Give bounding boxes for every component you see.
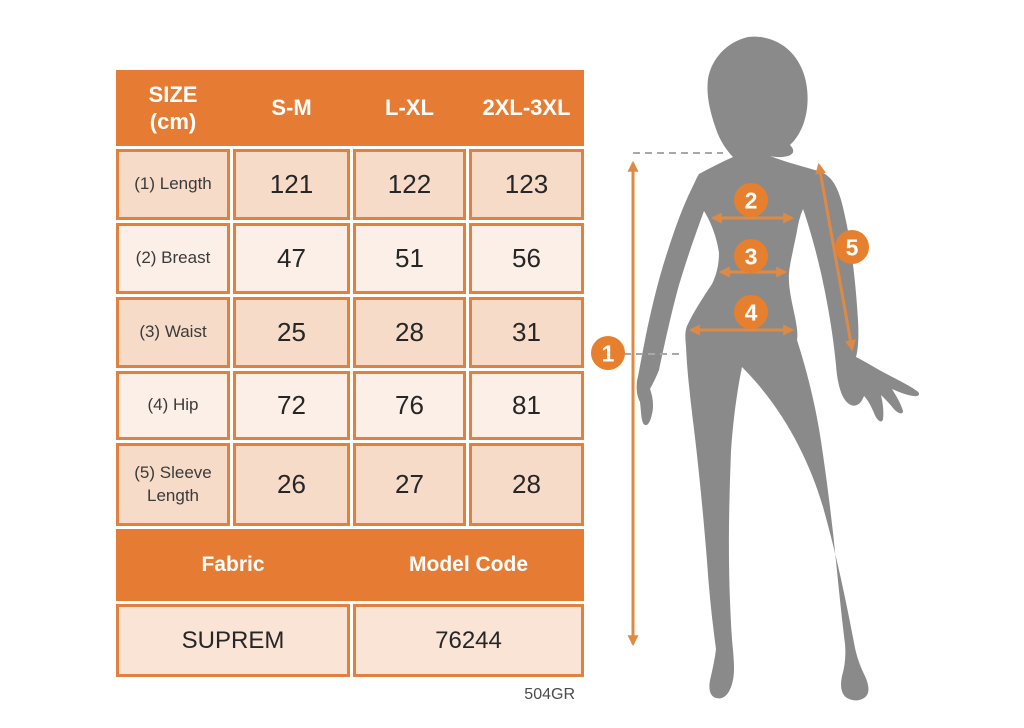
row-waist-value-lxl: 28 (353, 297, 466, 368)
row-waist-label: (3) Waist (116, 297, 230, 368)
fabric-value: SUPREM (116, 604, 350, 677)
body-silhouette (636, 36, 920, 701)
model-code-value: 76244 (353, 604, 584, 677)
sleeve-badge: 5 (835, 230, 869, 264)
header-col-l-xl: L-XL (385, 95, 434, 121)
header-size-cm: SIZE (cm) (148, 81, 198, 135)
header-col-s-m: S-M (271, 95, 312, 121)
fabric-header: Fabric (201, 553, 265, 576)
product-code: 504GR (524, 686, 575, 703)
table-header-row: SIZE (cm) S-M L-XL 2XL-3XL (116, 70, 584, 146)
row-waist-value-2xl3xl: 31 (469, 297, 584, 368)
badge-circle (734, 239, 768, 273)
hip-badge: 4 (734, 295, 768, 329)
badge-number: 2 (745, 187, 758, 213)
badge-circle (734, 183, 768, 217)
row-length-value-sm: 121 (233, 149, 350, 220)
row-sleeve-value-lxl: 27 (353, 443, 466, 526)
row-waist-value-sm: 25 (233, 297, 350, 368)
breast-badge: 2 (734, 183, 768, 217)
row-breast-value-sm: 47 (233, 223, 350, 294)
row-length-value-lxl: 122 (353, 149, 466, 220)
row-length-label: (1) Length (116, 149, 230, 220)
badge-circle (734, 295, 768, 329)
row-length-value-2xl3xl: 123 (469, 149, 584, 220)
row-hip-value-sm: 72 (233, 371, 350, 440)
badge-number: 4 (745, 299, 758, 325)
row-breast-label: (2) Breast (116, 223, 230, 294)
table-footer-header-row: Fabric Model Code (116, 529, 584, 601)
header-col-2xl-3xl: 2XL-3XL (482, 95, 571, 121)
size-table: SIZE (cm) S-M L-XL 2XL-3XL (1) Length 12… (116, 70, 584, 677)
length-badge: 1 (591, 336, 625, 370)
waist-badge: 3 (734, 239, 768, 273)
sleeve-arrow (815, 162, 856, 352)
row-hip-value-2xl3xl: 81 (469, 371, 584, 440)
badge-number: 1 (602, 340, 615, 366)
row-breast-value-2xl3xl: 56 (469, 223, 584, 294)
model-code-header: Model Code (409, 553, 528, 576)
badge-number: 3 (745, 243, 758, 269)
row-sleeve-label: (5) Sleeve Length (116, 443, 230, 526)
badge-number: 5 (846, 234, 859, 260)
badge-circle (591, 336, 625, 370)
row-hip-value-lxl: 76 (353, 371, 466, 440)
row-sleeve-value-2xl3xl: 28 (469, 443, 584, 526)
row-hip-label: (4) Hip (116, 371, 230, 440)
row-breast-value-lxl: 51 (353, 223, 466, 294)
row-sleeve-value-sm: 26 (233, 443, 350, 526)
badge-circle (835, 230, 869, 264)
measurement-figure: 1 2 3 4 5 (591, 36, 920, 701)
